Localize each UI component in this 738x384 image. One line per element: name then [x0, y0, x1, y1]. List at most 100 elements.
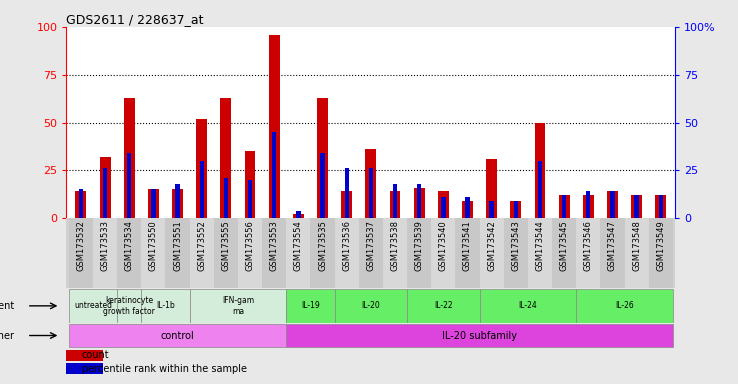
Bar — [75, 191, 86, 218]
Bar — [466, 197, 469, 218]
FancyBboxPatch shape — [431, 218, 455, 288]
FancyBboxPatch shape — [238, 218, 262, 288]
FancyBboxPatch shape — [311, 218, 334, 288]
Text: GDS2611 / 228637_at: GDS2611 / 228637_at — [66, 13, 204, 26]
Bar — [151, 189, 156, 218]
FancyBboxPatch shape — [214, 218, 238, 288]
Bar — [199, 161, 204, 218]
Text: GSM173552: GSM173552 — [197, 220, 206, 271]
Text: GSM173550: GSM173550 — [149, 220, 158, 271]
Bar — [103, 169, 107, 218]
Bar — [417, 184, 421, 218]
Text: agent: agent — [0, 301, 15, 311]
Text: GSM173542: GSM173542 — [487, 220, 496, 271]
Text: GSM173555: GSM173555 — [221, 220, 230, 271]
Text: IL-24: IL-24 — [519, 301, 537, 310]
Bar — [124, 98, 134, 218]
Text: GSM173537: GSM173537 — [366, 220, 376, 271]
FancyBboxPatch shape — [624, 218, 649, 288]
Bar — [586, 191, 590, 218]
FancyBboxPatch shape — [552, 218, 576, 288]
Text: GSM173546: GSM173546 — [584, 220, 593, 271]
Text: IL-19: IL-19 — [301, 301, 320, 310]
FancyBboxPatch shape — [69, 289, 117, 323]
Text: percentile rank within the sample: percentile rank within the sample — [82, 364, 246, 374]
Bar — [365, 149, 376, 218]
Text: GSM173548: GSM173548 — [632, 220, 641, 271]
Bar — [514, 201, 518, 218]
FancyBboxPatch shape — [286, 289, 334, 323]
Bar — [583, 195, 594, 218]
Bar — [631, 195, 642, 218]
Bar — [486, 159, 497, 218]
Bar — [100, 157, 111, 218]
Bar — [390, 191, 401, 218]
Bar — [562, 195, 566, 218]
FancyBboxPatch shape — [383, 218, 407, 288]
Bar — [66, 363, 103, 374]
Bar — [489, 201, 494, 218]
FancyBboxPatch shape — [141, 289, 190, 323]
Text: control: control — [161, 331, 194, 341]
Text: GSM173543: GSM173543 — [511, 220, 520, 271]
FancyBboxPatch shape — [455, 218, 480, 288]
Text: GSM173533: GSM173533 — [100, 220, 109, 271]
Bar — [462, 201, 473, 218]
FancyBboxPatch shape — [649, 218, 673, 288]
FancyBboxPatch shape — [117, 218, 141, 288]
FancyBboxPatch shape — [528, 218, 552, 288]
Bar — [320, 153, 325, 218]
Bar — [224, 178, 228, 218]
Text: IL-22: IL-22 — [434, 301, 452, 310]
Text: untreated: untreated — [74, 301, 112, 310]
Bar — [244, 151, 255, 218]
FancyBboxPatch shape — [286, 324, 673, 347]
Bar — [534, 122, 545, 218]
Bar — [293, 214, 304, 218]
Bar — [317, 98, 328, 218]
FancyBboxPatch shape — [141, 218, 165, 288]
Bar — [369, 169, 373, 218]
Text: GSM173547: GSM173547 — [608, 220, 617, 271]
FancyBboxPatch shape — [334, 218, 359, 288]
Bar — [196, 119, 207, 218]
Bar — [272, 132, 276, 218]
Bar — [345, 169, 349, 218]
FancyBboxPatch shape — [69, 324, 286, 347]
Text: IL-20: IL-20 — [362, 301, 380, 310]
Bar — [538, 161, 542, 218]
FancyBboxPatch shape — [407, 218, 431, 288]
FancyBboxPatch shape — [69, 218, 93, 288]
Text: GSM173549: GSM173549 — [656, 220, 665, 271]
Text: other: other — [0, 331, 15, 341]
Bar — [127, 153, 131, 218]
FancyBboxPatch shape — [286, 218, 311, 288]
FancyBboxPatch shape — [117, 289, 141, 323]
Text: IFN-gam
ma: IFN-gam ma — [222, 296, 254, 316]
FancyBboxPatch shape — [165, 218, 190, 288]
Text: GSM173553: GSM173553 — [269, 220, 279, 271]
FancyBboxPatch shape — [576, 289, 673, 323]
Bar — [393, 184, 397, 218]
Text: GSM173554: GSM173554 — [294, 220, 303, 271]
Text: IL-20 subfamily: IL-20 subfamily — [442, 331, 517, 341]
FancyBboxPatch shape — [576, 218, 601, 288]
Text: GSM173532: GSM173532 — [77, 220, 86, 271]
Text: GSM173535: GSM173535 — [318, 220, 327, 271]
Bar — [176, 184, 180, 218]
Bar — [66, 350, 103, 361]
Bar — [221, 98, 231, 218]
Bar — [296, 210, 300, 218]
FancyBboxPatch shape — [334, 289, 407, 323]
FancyBboxPatch shape — [190, 289, 286, 323]
Bar — [269, 35, 280, 218]
Text: IL-26: IL-26 — [615, 301, 634, 310]
Text: GSM173544: GSM173544 — [536, 220, 545, 271]
Bar — [635, 195, 639, 218]
Text: GSM173539: GSM173539 — [415, 220, 424, 271]
Text: GSM173536: GSM173536 — [342, 220, 351, 271]
Text: GSM173545: GSM173545 — [559, 220, 569, 271]
Bar — [341, 191, 352, 218]
FancyBboxPatch shape — [504, 218, 528, 288]
Bar — [79, 189, 83, 218]
